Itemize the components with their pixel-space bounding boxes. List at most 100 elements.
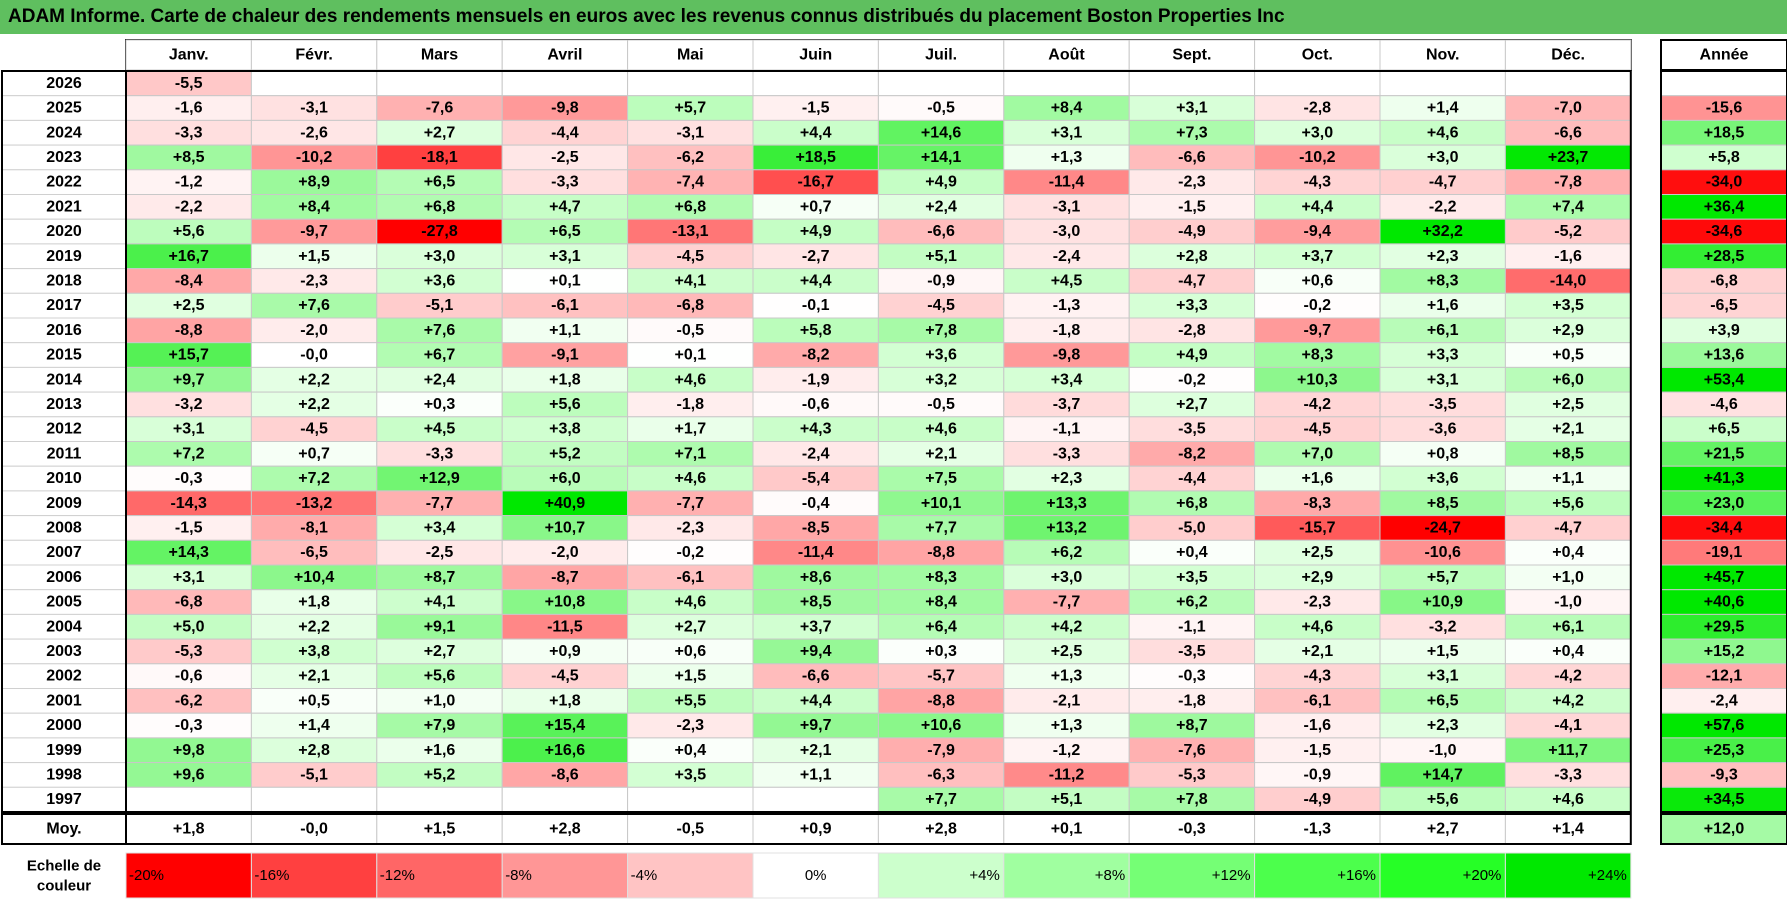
heat-cell-label: -7,6 — [426, 100, 454, 117]
heat-cell-label: +10,7 — [545, 519, 586, 536]
heat-cell — [1504, 737, 1632, 764]
heat-cell-label: +6,2 — [1051, 544, 1083, 561]
heat-cell — [1128, 119, 1256, 146]
heat-cell-label: -8,2 — [1178, 445, 1206, 462]
heat-cell-label: +1,5 — [298, 248, 330, 265]
year-label: 2014 — [46, 371, 82, 388]
heat-cell — [627, 342, 754, 368]
annual-cell-label: +15,2 — [1704, 643, 1745, 660]
heat-cell — [125, 95, 252, 121]
annual-cell — [1660, 119, 1787, 146]
scale-swatch — [752, 852, 879, 899]
heat-cell-label: -0,0 — [300, 347, 328, 364]
heat-cell — [1003, 564, 1130, 591]
heat-cell-label: +3,0 — [424, 248, 456, 265]
heat-cell-label: -11,5 — [547, 618, 583, 635]
heat-cell — [627, 144, 754, 171]
heat-cell — [501, 169, 629, 196]
heat-cell — [250, 317, 378, 344]
heat-cell-label: +3,4 — [1051, 371, 1083, 388]
heat-cell-label: -13,1 — [672, 223, 709, 240]
heat-cell — [877, 268, 1005, 294]
heat-cell-label: -10,2 — [296, 149, 333, 166]
heat-cell — [1128, 243, 1256, 270]
heat-cell — [1504, 465, 1632, 492]
heat-cell — [125, 169, 252, 196]
heat-cell-label: +23,7 — [1548, 149, 1589, 166]
heat-cell — [1128, 663, 1256, 689]
heat-cell-label: +3,1 — [1051, 124, 1083, 141]
heat-cell — [1003, 688, 1130, 714]
annual-cell-label: +3,9 — [1708, 322, 1740, 339]
year-label: 2026 — [46, 75, 82, 92]
heat-cell — [376, 589, 503, 615]
heat-cell — [877, 465, 1005, 492]
annual-cell-label: -34,4 — [1706, 519, 1743, 536]
heat-cell-label: +0,6 — [1302, 272, 1334, 289]
heat-cell-label: -4,3 — [1304, 668, 1332, 685]
heat-cell-label: -4,2 — [1554, 668, 1582, 685]
heat-cell-label: -2,3 — [1304, 594, 1332, 611]
annual-header-label: Année — [1700, 47, 1749, 64]
heat-cell-label: +9,7 — [800, 717, 832, 734]
year-label: 2004 — [46, 618, 82, 635]
heat-cell-label: -15,7 — [1299, 519, 1336, 536]
heat-cell — [1254, 391, 1381, 418]
heat-cell-label: -7,7 — [677, 495, 705, 512]
heat-cell-label: +3,1 — [1427, 668, 1459, 685]
heat-cell-label: +7,8 — [1176, 791, 1208, 808]
year-cell — [1, 169, 127, 196]
heat-cell-label: +1,3 — [1051, 149, 1083, 166]
heat-cell — [877, 194, 1005, 220]
heat-cell-label: +1,0 — [424, 692, 456, 709]
heat-cell-label: +10,4 — [294, 569, 335, 586]
heat-cell — [1003, 638, 1130, 665]
heat-cell-label: +2,5 — [1302, 544, 1334, 561]
heat-cell — [1128, 268, 1256, 294]
month-header-label: Juil. — [925, 47, 957, 64]
heat-cell — [627, 70, 754, 97]
heat-cell — [1379, 70, 1506, 97]
heat-cell — [1254, 490, 1381, 517]
heat-cell — [1254, 366, 1381, 393]
heat-cell — [1254, 663, 1381, 689]
annual-cell-label: +23,0 — [1704, 495, 1745, 512]
heat-cell — [627, 441, 754, 467]
heat-cell-label: +15,4 — [545, 717, 586, 734]
average-cell — [125, 813, 252, 845]
heat-cell-label: -0,6 — [802, 396, 830, 413]
heat-cell — [1128, 465, 1256, 492]
heat-cell-label: -3,3 — [1554, 766, 1582, 783]
heat-cell — [125, 786, 252, 813]
heat-cell — [376, 292, 503, 319]
heat-cell-label: +5,8 — [800, 322, 832, 339]
year-cell — [1, 712, 127, 739]
heat-cell — [125, 712, 252, 739]
heat-cell-label: -1,5 — [802, 100, 830, 117]
annual-cell-label: +36,4 — [1704, 198, 1745, 215]
average-row-border — [125, 813, 1632, 845]
heat-cell-label: +8,5 — [173, 149, 205, 166]
heat-cell-label: -2,5 — [551, 149, 579, 166]
heat-cell — [1003, 613, 1130, 640]
heat-cell-label: +1,3 — [1051, 668, 1083, 685]
grid-border — [125, 70, 1632, 813]
heat-cell-label: +3,3 — [1427, 347, 1459, 364]
heat-cell — [1504, 169, 1632, 196]
heat-cell-label: +7,7 — [925, 519, 957, 536]
heat-cell — [1379, 144, 1506, 171]
heat-cell-label: -4,4 — [551, 124, 579, 141]
heat-cell — [1504, 589, 1632, 615]
month-header-cell — [1128, 39, 1256, 71]
heat-cell — [627, 194, 754, 220]
heat-cell-label: +2,2 — [298, 396, 330, 413]
heat-cell-label: +8,7 — [424, 569, 456, 586]
heat-cell — [501, 218, 629, 245]
heat-cell-label: +5,0 — [173, 618, 205, 635]
heat-cell — [501, 539, 629, 566]
heat-cell-label: +1,8 — [298, 594, 330, 611]
scale-swatch — [1379, 852, 1506, 899]
heat-cell-label: -6,6 — [927, 223, 955, 240]
scale-swatch — [250, 852, 378, 899]
year-label: 2020 — [46, 223, 82, 240]
